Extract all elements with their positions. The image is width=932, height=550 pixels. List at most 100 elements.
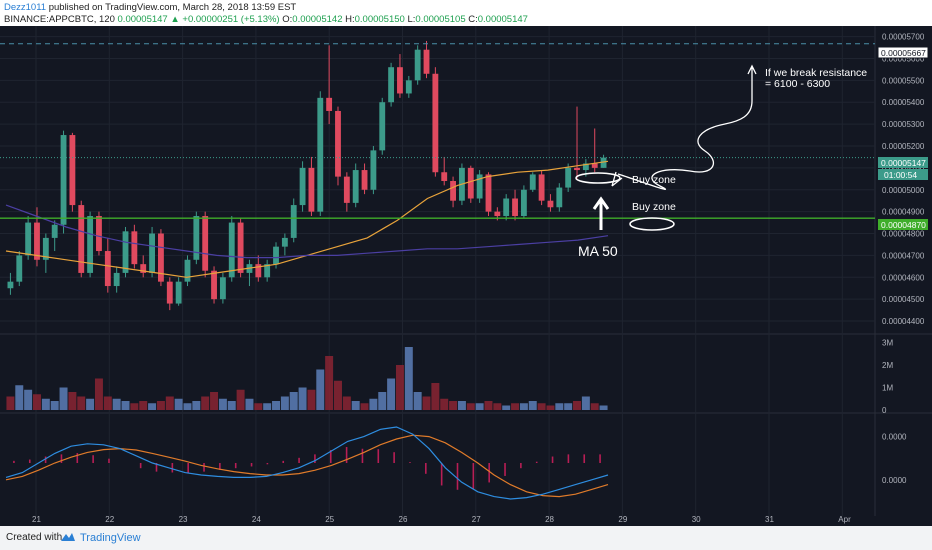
candle-body — [565, 167, 572, 188]
volume-bar — [378, 392, 387, 410]
volume-bar — [360, 403, 369, 410]
price-axes: 0.00005700 0.00005600 0.00005500 0.00005400… — [32, 33, 925, 524]
candle-body — [476, 174, 483, 199]
chart-svg[interactable]: 0.00005700 0.00005600 0.00005500 0.00005400… — [0, 26, 932, 526]
tradingview-brand[interactable]: TradingView — [80, 532, 141, 544]
volume-bar — [599, 405, 608, 410]
volume-bar — [387, 378, 396, 410]
price-tick-label: 0.00004500 — [882, 295, 925, 304]
tradingview-logo-icon — [61, 533, 75, 541]
price-tick-label: 0.00005700 — [882, 33, 925, 42]
volume-bar — [573, 401, 581, 410]
buy-zone-marker-1 — [575, 172, 621, 184]
volume-bar — [404, 347, 413, 410]
resistance-note-line1: If we break resistance — [765, 67, 867, 79]
candle-body — [219, 277, 226, 300]
volume-bar — [581, 396, 590, 410]
price-tick-label: 0.00005100 — [882, 164, 925, 173]
volume-bar — [183, 403, 192, 410]
support-badge-text: 0.00004870 — [881, 220, 926, 230]
candle-body — [591, 163, 598, 168]
candle-body — [520, 189, 527, 217]
volume-bar — [413, 392, 422, 410]
resistance-badge-text: 0.00005667 — [881, 48, 926, 58]
volume-bar — [86, 398, 95, 410]
candle-body — [308, 167, 315, 212]
volume-bar — [369, 398, 378, 410]
volume-bar — [139, 401, 148, 410]
candle-body — [140, 264, 147, 273]
ohlc-line: BINANCE:APPCBTC, 120 0.00005147 ▲ +0.000… — [4, 14, 528, 25]
volume-bar — [24, 389, 33, 410]
volume-bar — [511, 403, 520, 410]
candle-body — [69, 135, 76, 206]
volume-bar — [130, 403, 139, 410]
candle-body — [432, 73, 439, 173]
macd-tick-label: 0.0000 — [882, 433, 907, 442]
price-tick-label: 0.00004800 — [882, 230, 925, 239]
candle-body — [582, 163, 589, 171]
candle-body — [175, 281, 182, 304]
volume-bar — [263, 403, 272, 410]
candle-body — [529, 174, 536, 190]
grid-lines — [0, 26, 932, 516]
candle-body — [113, 272, 120, 287]
countdown-badge-text: 01:00:54 — [884, 170, 917, 180]
high-label: H: — [345, 14, 355, 25]
price-tick-label: 0.00005200 — [882, 142, 925, 151]
volume-bar — [316, 369, 325, 410]
candle-body — [574, 167, 580, 171]
horizontal-levels — [0, 43, 875, 219]
volume-bar — [94, 378, 103, 410]
high-value: 0.00005150 — [354, 14, 405, 25]
candle-body — [326, 97, 333, 111]
volume-bar — [519, 403, 528, 410]
buy-zone-label-2: Buy zone — [632, 201, 676, 213]
candle-body — [467, 167, 474, 199]
candle-body — [122, 231, 129, 273]
volume-bar — [334, 380, 342, 410]
volume-bar — [165, 396, 174, 410]
candle-body — [193, 216, 200, 260]
low-label: L: — [407, 14, 416, 25]
volume-bar — [466, 403, 475, 410]
time-tick-label: 22 — [105, 515, 114, 524]
volume-bar — [254, 403, 263, 410]
time-tick-label: 27 — [472, 515, 481, 524]
candle-body — [34, 222, 40, 260]
time-tick-label: 30 — [692, 515, 701, 524]
volume-bar — [325, 356, 334, 410]
candle-body — [42, 237, 49, 260]
candle-body — [237, 222, 244, 273]
candle-body — [441, 172, 448, 181]
chart-header: Dezz1011 published on TradingView.com, M… — [0, 0, 932, 26]
symbol-label: BINANCE:APPCBTC, 120 — [4, 14, 115, 25]
candle-body — [25, 222, 32, 256]
volume-bar — [33, 394, 41, 410]
candle-body — [264, 264, 271, 278]
time-tick-label: 21 — [32, 515, 41, 524]
volume-bar — [174, 398, 183, 410]
volume-bar — [272, 401, 280, 410]
close-value: 0.00005147 — [477, 14, 528, 25]
candle-body — [379, 102, 386, 151]
candle-body — [600, 157, 607, 168]
moving-averages — [5, 160, 609, 278]
volume-bar — [68, 392, 77, 410]
author-link[interactable]: Dezz1011 — [4, 2, 47, 13]
macd-tick-label: 0.0000 — [882, 476, 907, 485]
volume-bar — [422, 396, 431, 410]
candle-body — [370, 150, 377, 190]
chart-area[interactable]: 0.00005700 0.00005600 0.00005500 0.00005400… — [0, 26, 932, 526]
time-tick-label: 31 — [765, 515, 774, 524]
macd-line — [5, 426, 609, 500]
candle-body — [60, 135, 67, 225]
volume-bar — [307, 389, 316, 410]
candle-body — [512, 198, 518, 217]
price-tick-label: 0.00005500 — [882, 76, 925, 85]
candle-body — [202, 216, 209, 271]
candle-body — [228, 222, 235, 278]
price-tick-label: 0.00005000 — [882, 186, 925, 195]
candle-body — [51, 224, 58, 238]
volume-bar — [298, 387, 307, 410]
